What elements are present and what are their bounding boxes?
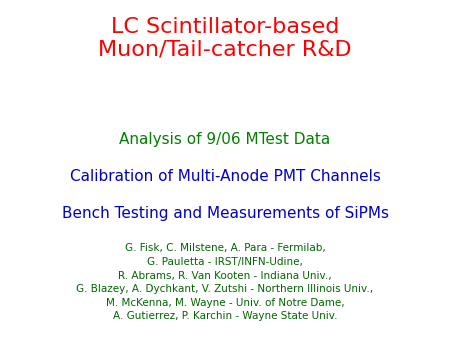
Text: Analysis of 9/06 MTest Data: Analysis of 9/06 MTest Data <box>119 132 331 147</box>
Text: Bench Testing and Measurements of SiPMs: Bench Testing and Measurements of SiPMs <box>62 206 388 221</box>
Text: G. Fisk, C. Milstene, A. Para - Fermilab,
G. Pauletta - IRST/INFN-Udine,
R. Abra: G. Fisk, C. Milstene, A. Para - Fermilab… <box>76 243 373 321</box>
Text: LC Scintillator-based
Muon/Tail-catcher R&D: LC Scintillator-based Muon/Tail-catcher … <box>98 17 352 59</box>
Text: Calibration of Multi-Anode PMT Channels: Calibration of Multi-Anode PMT Channels <box>70 169 380 184</box>
